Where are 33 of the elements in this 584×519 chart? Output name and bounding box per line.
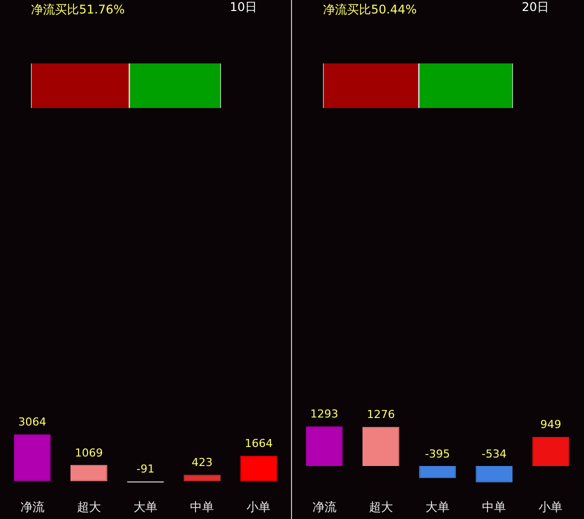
bar [532,436,570,466]
text: 10日 [230,0,257,14]
bar [306,426,343,466]
data-label: 3064 [18,416,46,429]
bar [362,426,400,466]
x-tick-label: 超大 [76,500,101,514]
x-tick-label: 净流 [20,500,44,514]
data-label: 423 [192,456,213,470]
data-label: 1069 [74,446,103,460]
data-label: 949 [540,418,562,432]
x-tick-label: 超大 [368,500,393,514]
x-tick-label: 大单 [134,500,158,514]
x-tick-label: 大单 [426,500,450,514]
data-label: 1293 [310,408,338,421]
data-label: -534 [482,447,507,460]
bar [419,466,456,478]
data-label: 1276 [366,408,395,422]
bar [476,466,512,482]
chart-title: 净流买比51.76% [31,2,125,16]
x-tick-label: 中单 [190,500,214,514]
bar [14,434,51,482]
data-label: -91 [136,462,154,476]
text: 20日 [522,0,549,14]
data-label: -395 [425,447,450,460]
chart-title: 净流买比50.44% [323,2,417,16]
data-label: 1664 [244,437,273,450]
bar [184,474,220,482]
x-tick-label: 中单 [482,500,506,514]
x-tick-label: 净流 [312,500,336,514]
x-tick-label: 小单 [538,500,563,514]
x-tick-label: 小单 [246,500,271,514]
bar [70,464,108,482]
bar [240,456,278,482]
